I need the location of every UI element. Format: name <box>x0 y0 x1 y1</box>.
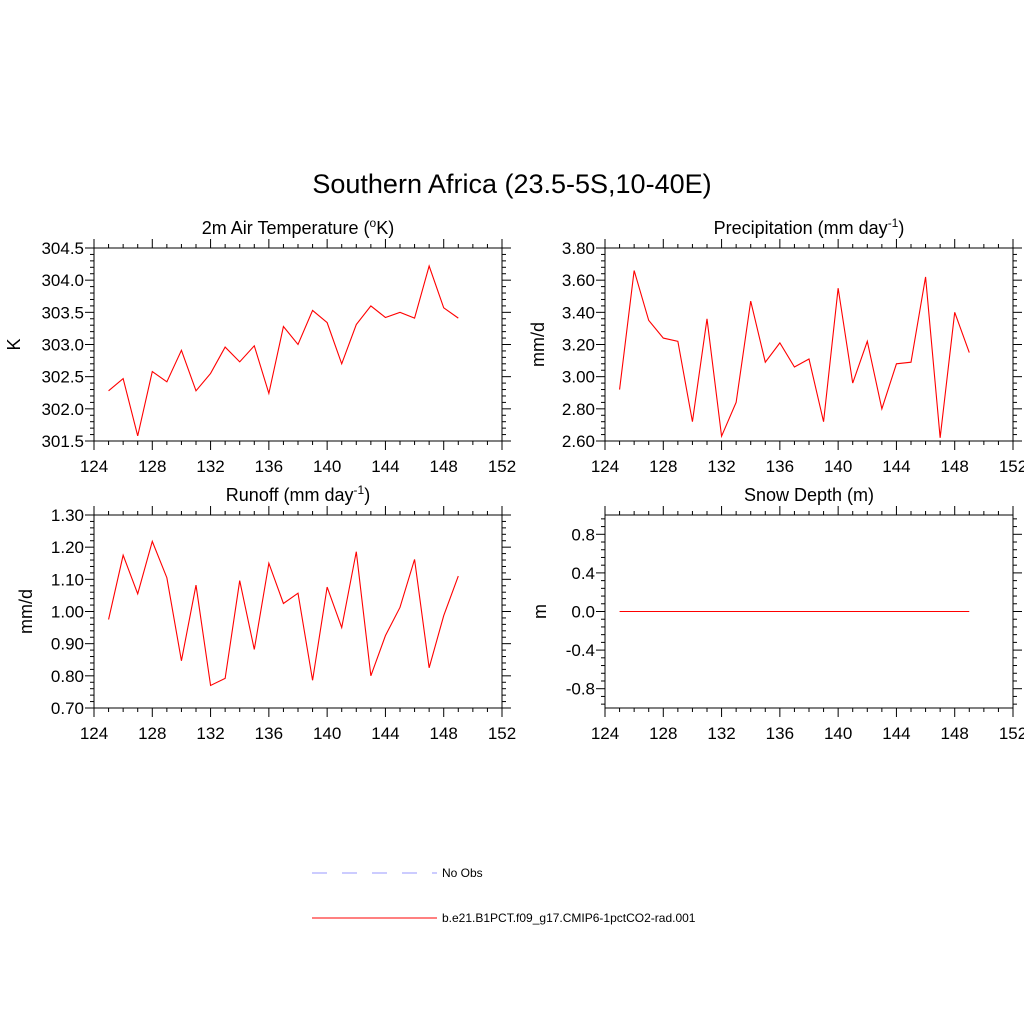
series-line-1 <box>108 539 459 687</box>
y-tick-label: 304.0 <box>41 271 84 290</box>
panel-1: 2m Air Temperature (oK) K 124 128 132 136 140 1… <box>4 216 516 476</box>
legend: No Obs b.e21.B1PCT.f09_g17.CMIP6-1pctCO2-… <box>312 866 696 925</box>
x-tick-label: 144 <box>882 457 910 476</box>
x-tick-label: 140 <box>824 724 852 743</box>
panel-title-text: K) <box>376 218 394 238</box>
panel-title-text: 2m Air Temperature ( <box>202 218 370 238</box>
x-tick-label: 144 <box>371 724 399 743</box>
y-tick-label: 0.4 <box>571 564 595 583</box>
y-tick-label: 1.20 <box>51 538 84 557</box>
y-tick-label: 2.80 <box>562 400 595 419</box>
y-axis-title: K <box>4 338 24 350</box>
x-tick-label: 148 <box>941 724 969 743</box>
x-tick-label: 140 <box>824 457 852 476</box>
panel-title-superscript: o <box>370 216 377 230</box>
panel-title-text: Precipitation (mm day <box>714 218 888 238</box>
x-tick-label: 132 <box>707 457 735 476</box>
x-tick-label: 132 <box>196 724 224 743</box>
y-tick-label: 1.30 <box>51 506 84 525</box>
x-tick-label: 148 <box>941 457 969 476</box>
y-axis-title: m <box>530 604 550 619</box>
x-tick-label: 144 <box>882 724 910 743</box>
panel-title-text: Runoff (mm day <box>226 485 354 505</box>
legend-label-1: No Obs <box>442 866 483 880</box>
y-tick-label: 302.5 <box>41 368 84 387</box>
y-tick-label: 3.00 <box>562 368 595 387</box>
x-tick-label: 128 <box>649 457 677 476</box>
panel-title: Snow Depth (m) <box>744 485 874 505</box>
y-axis-title: mm/d <box>16 589 36 634</box>
panel-title-text: ) <box>898 218 904 238</box>
series-line-1 <box>108 264 459 436</box>
panels: 2m Air Temperature (oK) K 124 128 132 136 140 1… <box>4 216 1024 743</box>
figure-title: Southern Africa (23.5-5S,10-40E) <box>312 169 711 199</box>
x-tick-label: 140 <box>313 724 341 743</box>
panel-title: 2m Air Temperature (oK) <box>202 216 394 238</box>
y-tick-label: 3.80 <box>562 239 595 258</box>
panel-2: Precipitation (mm day-1) mm/d 124 128 132 136… <box>528 216 1024 476</box>
x-tick-label: 124 <box>80 724 108 743</box>
x-tick-label: 124 <box>80 457 108 476</box>
panel-4: Snow Depth (m) m 124 128 132 136 140 144 148 152 -… <box>530 485 1024 743</box>
y-tick-label: 3.40 <box>562 303 595 322</box>
y-tick-label: 1.10 <box>51 570 84 589</box>
x-tick-label: 136 <box>766 724 794 743</box>
legend-label-2: b.e21.B1PCT.f09_g17.CMIP6-1pctCO2-rad.00… <box>442 911 696 925</box>
plot-frame <box>93 514 503 709</box>
y-tick-label: 303.0 <box>41 336 84 355</box>
y-tick-label: 0.70 <box>51 699 84 718</box>
x-tick-label: 148 <box>430 724 458 743</box>
panel-title-text: ) <box>364 485 370 505</box>
y-tick-label: 0.0 <box>571 603 595 622</box>
y-tick-label: 304.5 <box>41 239 84 258</box>
y-tick-label: 1.00 <box>51 603 84 622</box>
y-tick-label: 303.5 <box>41 303 84 322</box>
y-tick-label: 3.60 <box>562 271 595 290</box>
x-tick-label: 148 <box>430 457 458 476</box>
x-tick-label: 124 <box>591 724 619 743</box>
y-tick-label: 301.5 <box>41 432 84 451</box>
panel-title-superscript: -1 <box>354 483 365 497</box>
x-tick-label: 136 <box>255 724 283 743</box>
y-tick-label: -0.4 <box>566 641 595 660</box>
x-tick-label: 128 <box>138 724 166 743</box>
y-tick-label: -0.8 <box>566 680 595 699</box>
y-tick-label: 3.20 <box>562 336 595 355</box>
plot-frame <box>604 247 1014 442</box>
y-tick-label: 0.80 <box>51 667 84 686</box>
panel-3: Runoff (mm day-1) mm/d 124 128 132 136 140 144 1… <box>16 483 516 743</box>
panel-title-text: Snow Depth (m) <box>744 485 874 505</box>
x-tick-label: 132 <box>196 457 224 476</box>
x-tick-label: 152 <box>488 457 516 476</box>
y-tick-label: 0.8 <box>571 525 595 544</box>
y-tick-label: 2.60 <box>562 432 595 451</box>
x-tick-label: 152 <box>999 457 1024 476</box>
x-tick-label: 152 <box>488 724 516 743</box>
x-tick-label: 152 <box>999 724 1024 743</box>
panel-title: Runoff (mm day-1) <box>226 483 370 505</box>
panel-title: Precipitation (mm day-1) <box>714 216 905 238</box>
x-tick-label: 132 <box>707 724 735 743</box>
x-tick-label: 140 <box>313 457 341 476</box>
x-tick-label: 136 <box>766 457 794 476</box>
x-tick-label: 128 <box>649 724 677 743</box>
y-axis-title: mm/d <box>528 322 548 367</box>
x-tick-label: 128 <box>138 457 166 476</box>
x-tick-label: 144 <box>371 457 399 476</box>
y-tick-label: 302.0 <box>41 400 84 419</box>
panel-title-superscript: -1 <box>888 216 899 230</box>
series-line-1 <box>619 270 970 439</box>
x-tick-label: 124 <box>591 457 619 476</box>
x-tick-label: 136 <box>255 457 283 476</box>
y-tick-label: 0.90 <box>51 635 84 654</box>
